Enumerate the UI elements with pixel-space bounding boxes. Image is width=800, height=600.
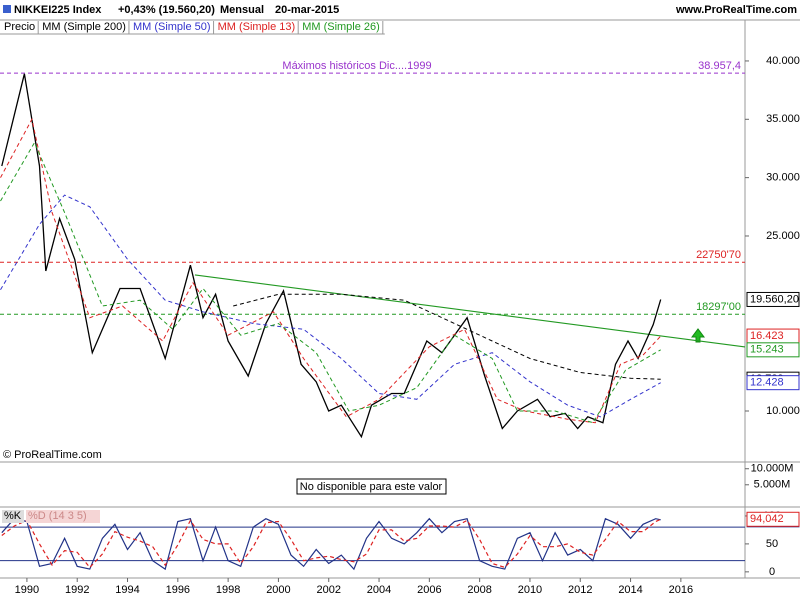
legend-item[interactable]: MM (Simple 200) — [42, 21, 126, 33]
level-label: 38.957,4 — [698, 60, 741, 72]
y-tick-label: 0 — [769, 566, 775, 578]
y-tick-label: 25.000 — [766, 230, 800, 242]
header-change: +0,43% (19.560,20) — [118, 4, 215, 16]
annotation: Máximos históricos Dic....1999 — [282, 60, 431, 72]
legend-item[interactable]: MM (Simple 26) — [302, 21, 380, 33]
source: © ProRealTime.com — [3, 449, 102, 461]
last-value-label: 15.243 — [750, 344, 784, 356]
trend-line — [194, 274, 746, 348]
last-value-label: 19.560,20 — [750, 293, 799, 305]
series-line — [1, 73, 662, 439]
header-site: www.ProRealTime.com — [675, 4, 797, 16]
series-line — [1, 517, 661, 571]
header-period: Mensual — [220, 4, 264, 16]
arrow-icon — [691, 328, 705, 343]
level-label: 22750'70 — [696, 249, 741, 261]
series-line — [0, 141, 661, 424]
last-value-label: 16.423 — [750, 330, 784, 342]
series-line — [1, 518, 661, 569]
y-tick-label: 30.000 — [766, 172, 800, 184]
last-value-box — [746, 291, 800, 307]
y-tick-label: 5.000M — [754, 479, 791, 491]
header-title: NIKKEI225 Index — [14, 4, 102, 16]
y-tick-label: 35.000 — [766, 113, 800, 125]
x-tick-label: 2004 — [367, 584, 391, 596]
last-value-box — [746, 342, 800, 358]
legend-bg — [26, 510, 100, 523]
x-tick-label: 1992 — [65, 584, 89, 596]
x-tick-label: 2014 — [618, 584, 642, 596]
x-tick-label: 2006 — [417, 584, 441, 596]
legend-item[interactable]: %K — [4, 510, 22, 522]
legend-item[interactable]: Precio — [4, 21, 35, 33]
x-tick-label: 2016 — [669, 584, 693, 596]
last-value-box — [746, 511, 800, 527]
series-line — [0, 117, 662, 424]
x-tick-label: 1996 — [166, 584, 190, 596]
x-tick-label: 2008 — [467, 584, 491, 596]
series-line — [233, 293, 661, 380]
y-tick-label: 10.000M — [751, 463, 794, 475]
legend-item[interactable]: %D (14 3 5) — [28, 510, 87, 522]
x-tick-label: 2000 — [266, 584, 290, 596]
x-tick-label: 2012 — [568, 584, 592, 596]
y-tick-label: 50 — [766, 538, 778, 550]
y-tick-label: 40.000 — [766, 55, 800, 67]
x-tick-label: 1990 — [15, 584, 39, 596]
message-box — [296, 478, 447, 495]
last-value-label: 12.428 — [750, 377, 784, 389]
legend-item[interactable]: MM (Simple 13) — [218, 21, 296, 33]
x-tick-label: 2010 — [518, 584, 542, 596]
last-value-box — [746, 375, 800, 391]
header-date: 20-mar-2015 — [275, 4, 339, 16]
series-line — [0, 194, 661, 418]
legend-bg — [2, 510, 24, 523]
level-label: 18297'00 — [696, 301, 741, 313]
x-tick-label: 2002 — [316, 584, 340, 596]
x-tick-label: 1994 — [115, 584, 139, 596]
last-value-label: 94,042 — [750, 513, 784, 525]
legend-item[interactable]: MM (Simple 50) — [133, 21, 211, 33]
message: No disponible para este valor — [300, 481, 443, 493]
icon — [3, 5, 11, 13]
x-tick-label: 1998 — [216, 584, 240, 596]
y-tick-label: 10.000 — [766, 405, 800, 417]
